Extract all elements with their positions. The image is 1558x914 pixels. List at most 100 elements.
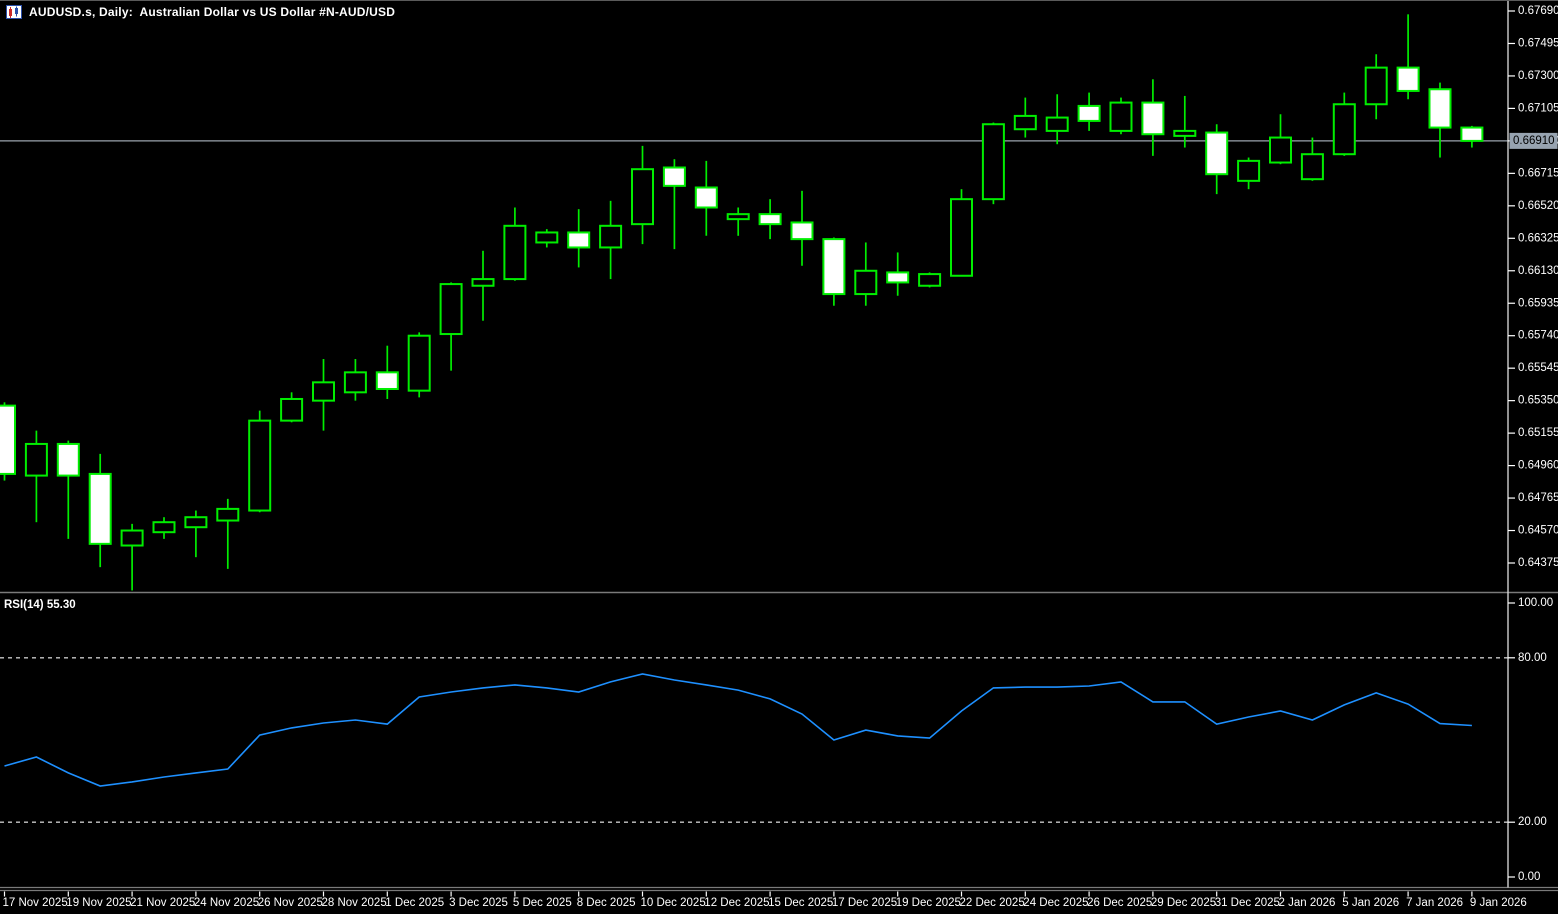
candle bbox=[1045, 94, 1069, 145]
svg-text:0.66910: 0.66910 bbox=[1513, 135, 1555, 147]
candle bbox=[1300, 137, 1324, 181]
candle bbox=[886, 252, 910, 296]
candle bbox=[1109, 97, 1133, 135]
time-axis-label: 5 Jan 2026 bbox=[1342, 897, 1399, 909]
candle bbox=[981, 122, 1005, 205]
price-axis-label: 0.67300 bbox=[1518, 70, 1558, 82]
candle bbox=[503, 207, 527, 281]
rsi-axis-label: 0.00 bbox=[1518, 871, 1540, 883]
candle bbox=[535, 229, 559, 248]
price-axis-label: 0.66715 bbox=[1518, 167, 1558, 179]
price-axis-label: 0.64375 bbox=[1518, 557, 1558, 569]
candle bbox=[694, 160, 718, 236]
candle bbox=[567, 209, 591, 268]
time-axis-label: 12 Dec 2025 bbox=[704, 897, 769, 909]
time-axis-label: 15 Dec 2025 bbox=[768, 897, 833, 909]
time-axis-label: 29 Dec 2025 bbox=[1151, 897, 1216, 909]
price-axis-label: 0.64570 bbox=[1518, 525, 1558, 537]
rsi-axis-label: 20.00 bbox=[1518, 816, 1547, 828]
candle bbox=[726, 207, 750, 236]
current-price-badge: 0.66910 bbox=[1509, 132, 1558, 149]
rsi-line bbox=[4, 673, 1472, 787]
candle bbox=[1173, 95, 1197, 148]
candle bbox=[471, 250, 495, 321]
candle bbox=[24, 430, 48, 523]
price-axis-label: 0.67105 bbox=[1518, 102, 1558, 114]
price-axis-label: 0.66130 bbox=[1518, 265, 1558, 277]
candle bbox=[248, 410, 272, 513]
price-axis-label: 0.67495 bbox=[1518, 38, 1558, 50]
candle bbox=[631, 145, 654, 245]
price-axis-label: 0.64765 bbox=[1518, 492, 1558, 504]
price-axis-label: 0.65155 bbox=[1518, 427, 1558, 439]
candle bbox=[822, 237, 846, 306]
candle bbox=[1237, 157, 1261, 190]
time-axis-label: 17 Dec 2025 bbox=[832, 897, 897, 909]
candle bbox=[312, 359, 335, 431]
time-axis-label: 28 Nov 2025 bbox=[322, 897, 387, 909]
price-axis-label: 0.66520 bbox=[1518, 200, 1558, 212]
time-axis-label: 22 Dec 2025 bbox=[960, 897, 1025, 909]
candle bbox=[280, 392, 304, 423]
price-axis[interactable]: 0.67690 0.67495 0.67300 0.67105 0.66910 0.667… bbox=[1507, 1, 1558, 888]
candle bbox=[184, 510, 208, 558]
candle bbox=[1077, 92, 1101, 131]
candlestick-series[interactable] bbox=[0, 14, 1484, 591]
time-axis-label: 31 Dec 2025 bbox=[1215, 897, 1280, 909]
rsi-pane[interactable] bbox=[0, 657, 1508, 823]
candle bbox=[120, 523, 144, 591]
time-axis-label: 17 Nov 2025 bbox=[3, 897, 68, 909]
price-axis-label: 0.65545 bbox=[1518, 362, 1558, 374]
time-axis-label: 19 Nov 2025 bbox=[66, 897, 131, 909]
time-axis-label: 24 Nov 2025 bbox=[194, 897, 259, 909]
price-axis-label: 0.67690 bbox=[1518, 5, 1558, 17]
time-axis-label: 9 Jan 2026 bbox=[1470, 897, 1527, 909]
time-axis-label: 21 Nov 2025 bbox=[130, 897, 195, 909]
candle bbox=[662, 159, 686, 250]
candle bbox=[950, 189, 973, 277]
candle bbox=[1332, 92, 1356, 156]
price-axis-label: 0.66325 bbox=[1518, 232, 1558, 244]
candle bbox=[918, 272, 942, 288]
time-axis-label: 5 Dec 2025 bbox=[513, 897, 572, 909]
candle bbox=[88, 453, 112, 568]
candle bbox=[152, 517, 176, 539]
time-axis-label: 19 Dec 2025 bbox=[896, 897, 961, 909]
time-axis-label: 26 Dec 2025 bbox=[1087, 897, 1152, 909]
rsi-indicator-label: RSI(14) 55.30 bbox=[4, 599, 76, 611]
candle bbox=[1396, 14, 1420, 100]
candle bbox=[1269, 114, 1292, 165]
candle bbox=[439, 282, 463, 371]
candle bbox=[1428, 82, 1452, 158]
candle bbox=[407, 332, 431, 398]
candle bbox=[56, 440, 80, 539]
candle bbox=[790, 190, 814, 266]
candle bbox=[1205, 124, 1229, 195]
time-axis-label: 24 Dec 2025 bbox=[1023, 897, 1088, 909]
price-axis-label: 0.64960 bbox=[1518, 460, 1558, 472]
candle bbox=[216, 498, 240, 569]
candle bbox=[854, 242, 878, 306]
rsi-axis-label: 100.00 bbox=[1518, 597, 1553, 609]
rsi-indicator-value: 55.30 bbox=[46, 599, 76, 611]
candle bbox=[599, 200, 623, 280]
candle bbox=[1141, 79, 1165, 156]
price-axis-label: 0.65350 bbox=[1518, 395, 1558, 407]
time-axis-label: 1 Dec 2025 bbox=[385, 897, 444, 909]
rsi-indicator-name: RSI(14) bbox=[4, 599, 44, 611]
time-axis-label: 7 Jan 2026 bbox=[1406, 897, 1463, 909]
time-axis-label: 26 Nov 2025 bbox=[258, 897, 323, 909]
rsi-axis-label: 80.00 bbox=[1518, 652, 1547, 664]
time-axis-label: 2 Jan 2026 bbox=[1279, 897, 1336, 909]
pane-dividers bbox=[0, 591, 1558, 892]
candle bbox=[0, 402, 16, 481]
candle bbox=[1013, 97, 1037, 138]
time-axis-label: 10 Dec 2025 bbox=[641, 897, 706, 909]
candle bbox=[1460, 125, 1484, 148]
price-axis-label: 0.65740 bbox=[1518, 330, 1558, 342]
candle bbox=[758, 199, 782, 240]
